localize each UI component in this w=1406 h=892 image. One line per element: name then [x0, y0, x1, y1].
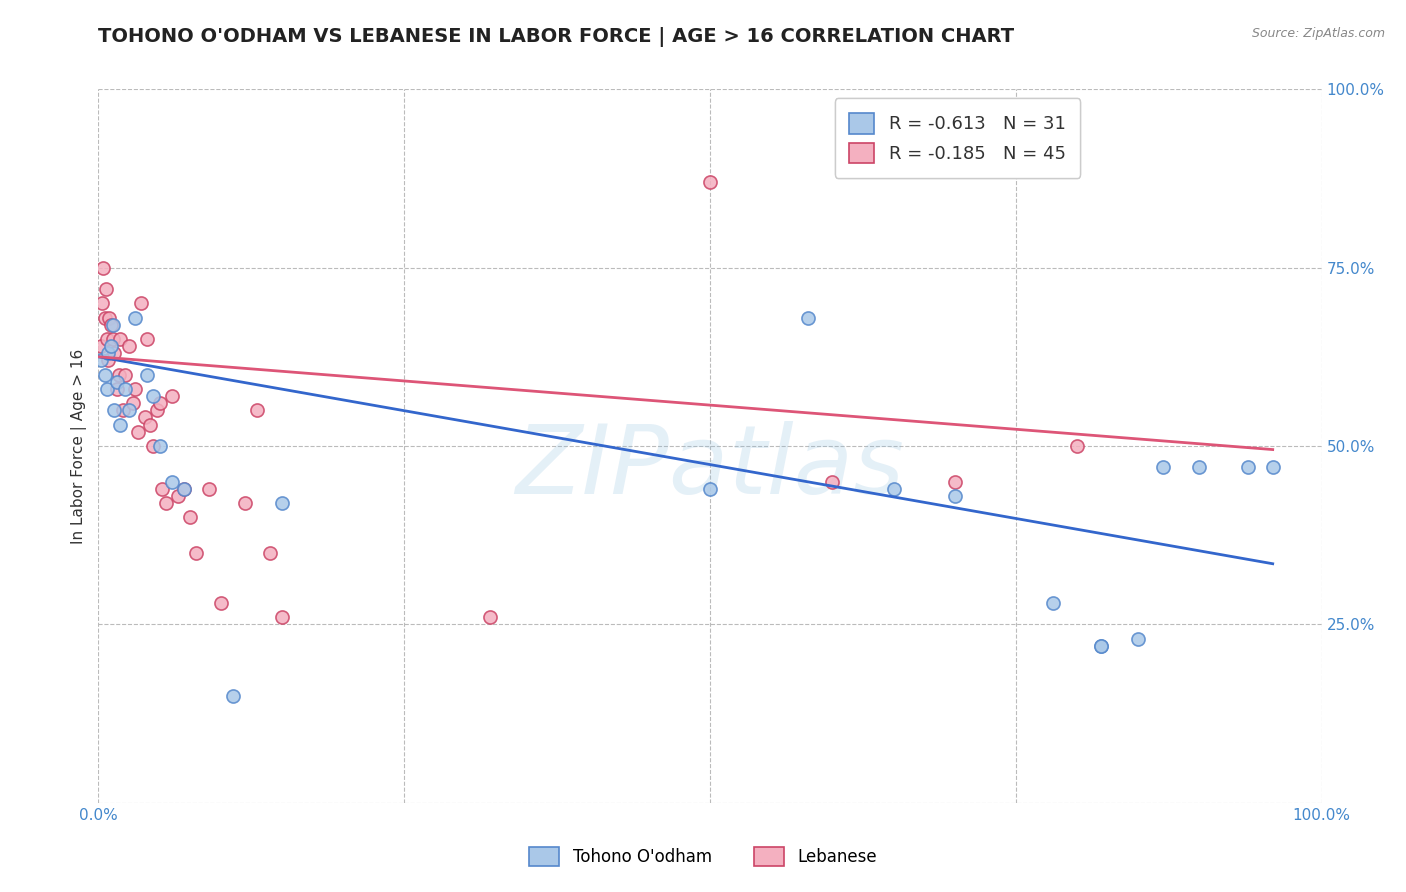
Point — [142, 389, 165, 403]
Point — [118, 339, 141, 353]
Point — [118, 403, 141, 417]
Point — [93, 310, 115, 325]
Point — [270, 610, 294, 624]
Point — [173, 482, 195, 496]
Point — [173, 482, 195, 496]
Point — [1066, 439, 1088, 453]
Point — [883, 482, 905, 496]
Point — [478, 610, 501, 624]
Point — [149, 396, 172, 410]
Point — [146, 403, 169, 417]
Point — [94, 282, 117, 296]
Point — [160, 475, 183, 489]
Point — [186, 546, 208, 560]
Point — [821, 475, 844, 489]
Point — [111, 403, 134, 417]
Point — [160, 389, 183, 403]
Text: Source: ZipAtlas.com: Source: ZipAtlas.com — [1251, 27, 1385, 40]
Point — [114, 382, 136, 396]
Point — [129, 296, 152, 310]
Point — [1090, 639, 1112, 653]
Point — [259, 546, 281, 560]
Point — [179, 510, 201, 524]
Point — [222, 689, 245, 703]
Point — [943, 489, 966, 503]
Point — [139, 417, 162, 432]
Point — [197, 482, 219, 496]
Point — [142, 439, 165, 453]
Point — [114, 368, 136, 382]
Point — [96, 382, 118, 396]
Point — [124, 382, 146, 396]
Point — [233, 496, 256, 510]
Point — [797, 310, 820, 325]
Point — [97, 353, 120, 368]
Text: ZIPatlas: ZIPatlas — [516, 421, 904, 514]
Point — [136, 368, 159, 382]
Point — [167, 489, 190, 503]
Point — [943, 475, 966, 489]
Point — [246, 403, 269, 417]
Point — [100, 339, 122, 353]
Point — [91, 260, 114, 275]
Point — [101, 332, 124, 346]
Point — [1152, 460, 1174, 475]
Point — [1128, 632, 1150, 646]
Point — [101, 318, 124, 332]
Point — [699, 482, 721, 496]
Legend: R = -0.613   N = 31, R = -0.185   N = 45: R = -0.613 N = 31, R = -0.185 N = 45 — [835, 98, 1080, 178]
Legend: Tohono O'odham, Lebanese: Tohono O'odham, Lebanese — [522, 838, 884, 875]
Point — [96, 332, 118, 346]
Point — [90, 339, 112, 353]
Point — [134, 410, 156, 425]
Point — [149, 439, 172, 453]
Point — [103, 346, 125, 360]
Point — [93, 368, 115, 382]
Point — [103, 403, 125, 417]
Point — [91, 296, 114, 310]
Point — [105, 382, 128, 396]
Point — [121, 396, 143, 410]
Point — [127, 425, 149, 439]
Point — [124, 310, 146, 325]
Point — [136, 332, 159, 346]
Point — [699, 175, 721, 189]
Point — [270, 496, 294, 510]
Point — [150, 482, 173, 496]
Point — [100, 318, 122, 332]
Point — [108, 368, 131, 382]
Point — [155, 496, 177, 510]
Point — [110, 417, 132, 432]
Point — [1237, 460, 1260, 475]
Point — [1042, 596, 1064, 610]
Point — [110, 332, 132, 346]
Point — [1261, 460, 1284, 475]
Point — [97, 346, 120, 360]
Point — [98, 310, 121, 325]
Point — [1188, 460, 1211, 475]
Point — [209, 596, 232, 610]
Point — [105, 375, 128, 389]
Point — [90, 353, 112, 368]
Point — [1090, 639, 1112, 653]
Text: TOHONO O'ODHAM VS LEBANESE IN LABOR FORCE | AGE > 16 CORRELATION CHART: TOHONO O'ODHAM VS LEBANESE IN LABOR FORC… — [98, 27, 1015, 46]
Y-axis label: In Labor Force | Age > 16: In Labor Force | Age > 16 — [72, 349, 87, 543]
